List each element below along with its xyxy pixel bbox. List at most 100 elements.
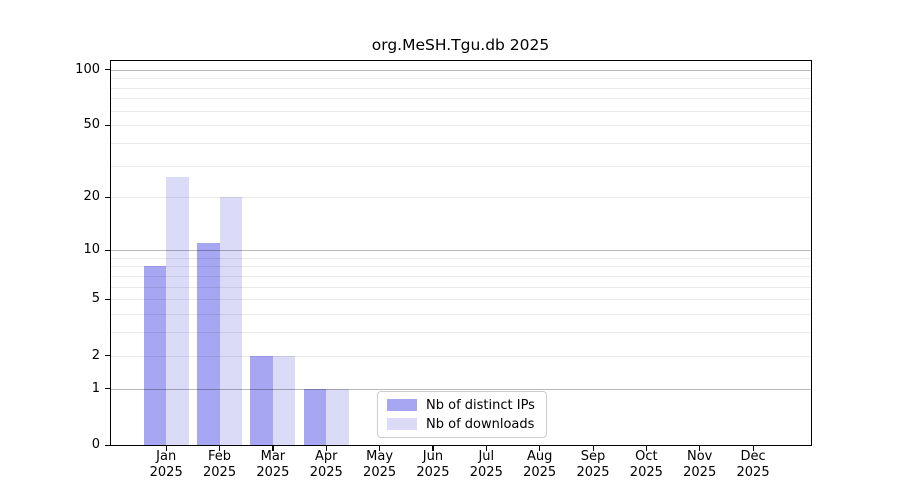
bar-downloads-mar — [272, 355, 296, 445]
x-tick-year: 2025 — [576, 465, 610, 480]
bar-downloads-feb — [219, 197, 243, 445]
y-tick-mark — [105, 124, 110, 127]
x-tick-label-nov: Nov 2025 — [668, 449, 732, 481]
gridline-minor — [111, 355, 811, 357]
x-tick-mark — [752, 446, 754, 451]
x-tick-year: 2025 — [683, 465, 717, 480]
x-tick-label-oct: Oct 2025 — [614, 449, 678, 481]
y-tick-label: 5 — [91, 291, 100, 307]
x-tick-mark — [272, 446, 274, 451]
gridline-major — [111, 250, 811, 252]
x-tick-mark — [645, 446, 648, 451]
legend-item-distinct-ips: Nb of distinct IPs — [387, 398, 537, 413]
bar-distinct-ips-apr — [303, 388, 327, 445]
gridline-minor — [111, 87, 811, 89]
gridline-major — [111, 388, 811, 390]
chart-title: org.MeSH.Tgu.db 2025 — [371, 36, 550, 54]
x-tick-label-jan: Jan 2025 — [134, 449, 198, 481]
gridline-minor — [111, 110, 811, 112]
x-tick-label-apr: Apr 2025 — [294, 449, 358, 481]
x-tick-month: Feb — [208, 449, 232, 464]
bar-distinct-ips-feb — [196, 242, 220, 445]
x-tick-mark — [219, 446, 221, 451]
y-tick-mark — [105, 69, 110, 71]
y-tick-label: 50 — [83, 117, 100, 133]
legend-label-distinct-ips: Nb of distinct IPs — [426, 397, 535, 413]
legend: Nb of distinct IPs Nb of downloads — [377, 391, 547, 438]
y-tick-mark — [105, 388, 110, 390]
y-tick-mark — [105, 298, 110, 301]
gridline-minor — [111, 197, 811, 199]
x-tick-year: 2025 — [363, 465, 397, 480]
x-tick-month: Jul — [478, 449, 495, 464]
legend-swatch-distinct-ips — [387, 399, 417, 411]
x-tick-month: Jan — [156, 449, 177, 464]
x-tick-mark — [592, 446, 594, 451]
x-tick-label-aug: Aug 2025 — [508, 449, 572, 481]
x-tick-month: Oct — [635, 449, 658, 464]
gridline-minor — [111, 286, 811, 288]
y-tick-mark — [105, 249, 110, 251]
gridline-minor — [111, 78, 811, 80]
x-tick-label-jul: Jul 2025 — [454, 449, 518, 481]
gridline-minor — [111, 332, 811, 334]
gridline-minor — [111, 98, 811, 100]
y-tick-mark — [105, 196, 110, 199]
y-tick-label: 2 — [91, 347, 100, 363]
x-tick-year: 2025 — [309, 465, 343, 480]
x-tick-mark — [699, 446, 701, 451]
gridline-minor — [111, 266, 811, 268]
x-tick-label-feb: Feb 2025 — [188, 449, 252, 481]
y-tick-label: 1 — [91, 380, 100, 396]
x-tick-mark — [539, 446, 541, 451]
y-tick-label: 20 — [83, 189, 100, 205]
x-tick-year: 2025 — [469, 465, 503, 480]
x-tick-month: Mar — [260, 449, 286, 464]
gridline-minor — [111, 125, 811, 127]
bar-downloads-jan — [166, 177, 189, 445]
gridline-minor — [111, 165, 811, 167]
gridline-major — [111, 69, 811, 71]
x-tick-month: Apr — [315, 449, 338, 464]
x-tick-year: 2025 — [629, 465, 663, 480]
x-tick-label-jun: Jun 2025 — [401, 449, 465, 481]
y-tick-label: 0 — [91, 437, 100, 452]
x-tick-label-sep: Sep 2025 — [561, 449, 625, 481]
x-tick-year: 2025 — [736, 465, 770, 480]
y-tick-mark — [105, 444, 110, 446]
gridline-minor — [111, 275, 811, 277]
x-tick-month: Jun — [422, 449, 444, 464]
x-tick-year: 2025 — [149, 465, 183, 480]
x-tick-mark — [379, 446, 381, 451]
x-tick-month: May — [366, 449, 394, 464]
y-tick-label: 10 — [83, 242, 100, 258]
x-tick-mark — [165, 446, 167, 451]
gridline-minor — [111, 299, 811, 301]
legend-item-downloads: Nb of downloads — [387, 417, 537, 432]
x-tick-label-mar: Mar 2025 — [241, 449, 305, 481]
x-tick-label-may: May 2025 — [348, 449, 412, 481]
gridline-minor — [111, 257, 811, 259]
x-tick-label-dec: Dec 2025 — [721, 449, 785, 481]
x-tick-year: 2025 — [203, 465, 237, 480]
legend-swatch-downloads — [387, 418, 417, 430]
x-tick-year: 2025 — [523, 465, 557, 480]
y-tick-mark — [105, 355, 110, 357]
gridline-minor — [111, 143, 811, 145]
bar-downloads-apr — [326, 388, 349, 445]
x-tick-mark — [325, 446, 327, 451]
x-tick-mark — [485, 446, 487, 451]
x-tick-year: 2025 — [416, 465, 450, 480]
bar-distinct-ips-jan — [143, 266, 167, 445]
x-tick-month: Sep — [580, 449, 606, 464]
x-tick-month: Aug — [526, 449, 553, 464]
y-tick-label: 100 — [75, 61, 100, 77]
gridline-minor — [111, 314, 811, 316]
bar-distinct-ips-mar — [250, 355, 273, 445]
x-tick-year: 2025 — [256, 465, 290, 480]
legend-label-downloads: Nb of downloads — [426, 416, 535, 432]
x-tick-mark — [432, 446, 434, 451]
x-tick-month: Nov — [687, 449, 713, 464]
x-tick-month: Dec — [740, 449, 766, 464]
